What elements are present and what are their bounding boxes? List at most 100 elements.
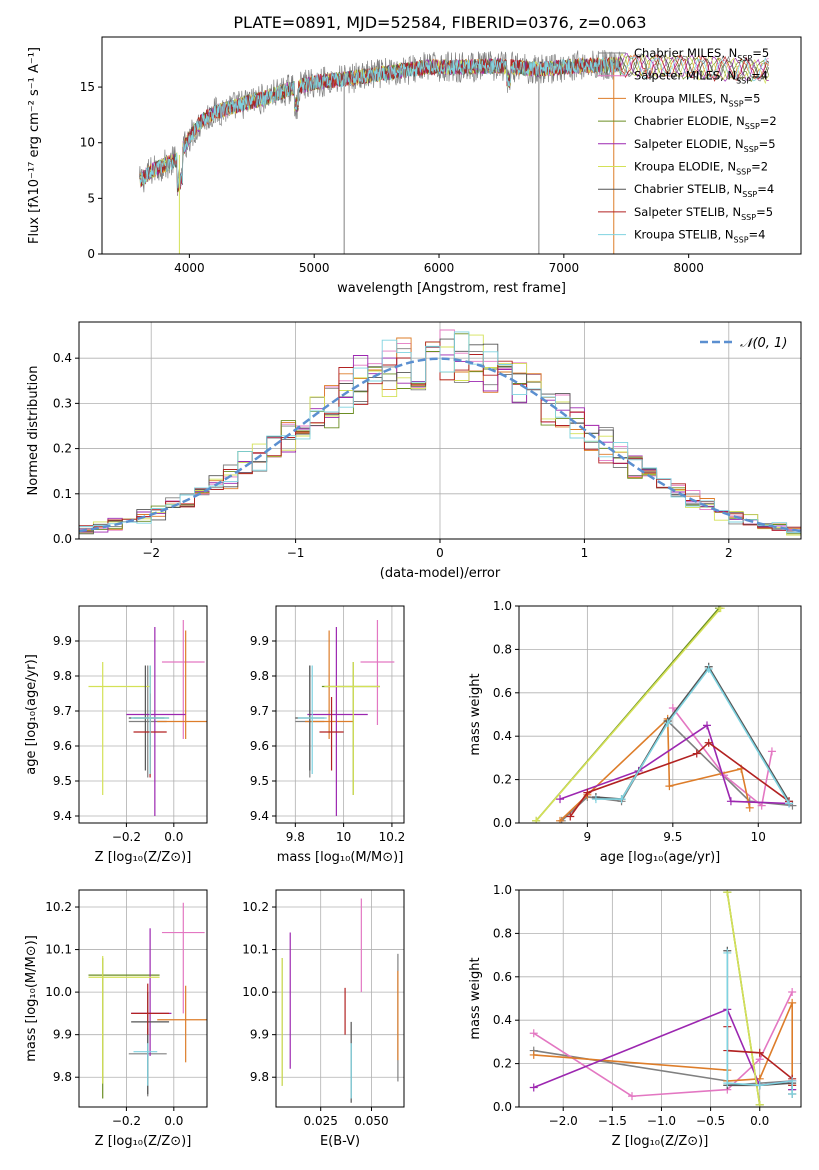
spectrum-line-8 <box>139 56 770 189</box>
weight_vs_Z-marker-1-0 <box>529 1029 538 1038</box>
legend-label-4: Salpeter ELODIE, NSSP=5 <box>634 137 776 154</box>
spectrum-plot-area <box>139 49 770 254</box>
legend-label-2: Kroupa MILES, NSSP=5 <box>634 91 760 108</box>
weight_vs_age-ytick-label: 0.6 <box>493 686 512 700</box>
weight_vs_Z-marker-2-0 <box>529 1050 538 1059</box>
mass_vs_EBV-xtick-label: 0.025 <box>304 1114 338 1128</box>
age_vs_mass-ytick-label: 9.9 <box>250 634 269 648</box>
age_vs_mass-point-7 <box>319 697 344 771</box>
age_vs_Z-ylabel: age [log₁₀(age/yr)] <box>24 654 39 775</box>
weight_vs_age-marker-2-3 <box>665 782 674 791</box>
weight_vs_Z-plot-area <box>529 890 797 1107</box>
mass_vs_EBV-xtick-label: 0.050 <box>354 1114 388 1128</box>
mass_vs_EBV-panel: 0.025 0.050 9.8 9.9 10.0 10.1 10.2 E(B-V) <box>242 889 405 1149</box>
weight_vs_age-panel: 9 9.5 10 0.0 0.2 0.4 0.6 0.8 1.0 age [log₁₀(age/y… <box>468 599 802 865</box>
weight_vs_age-marker-7-2 <box>692 749 701 758</box>
mass_vs_Z-ytick-label: 10.2 <box>45 900 72 914</box>
legend-label-tail-4: =5 <box>759 137 776 151</box>
legend-label-8: Kroupa STELIB, NSSP=4 <box>634 228 765 245</box>
age_vs_mass-frame <box>275 605 405 824</box>
weight_vs_age-series-0 <box>557 717 797 823</box>
normal-curve <box>79 357 801 533</box>
mass_vs_Z-xtick-label: 0.0 <box>164 1114 183 1128</box>
weight_vs_age-xtick-label: 9 <box>584 830 592 844</box>
residuals-xtick-label: −2 <box>142 546 160 560</box>
weight_vs_age-ytick-label: 0.2 <box>493 773 512 787</box>
legend-label-0: Chabrier MILES, NSSP=5 <box>634 46 769 63</box>
weight_vs_Z-ylabel: mass weight <box>468 957 483 1039</box>
weight_vs_age-line-1 <box>672 707 773 808</box>
weight_vs_age-xtick-label: 9.5 <box>663 830 682 844</box>
age_vs_Z-xlabel: Z [log₁₀(Z/Z⊙)] <box>95 850 192 865</box>
spectrum-frame <box>101 36 802 255</box>
weight_vs_age-marker-5-0 <box>532 816 541 823</box>
weight_vs_age-marker-5-1 <box>716 606 725 613</box>
weight_vs_age-series-2 <box>556 714 754 823</box>
weight_vs_Z-ytick-label: 0.6 <box>493 970 512 984</box>
mass_vs_Z-xtick-label: −0.2 <box>112 1114 141 1128</box>
legend-item-0: Chabrier MILES, NSSP=5 <box>598 46 769 63</box>
legend-item-6: Chabrier STELIB, NSSP=4 <box>598 182 774 199</box>
weight_vs_Z-marker-1-4 <box>788 987 797 996</box>
weight_vs_age-ytick-label: 0.8 <box>493 642 512 656</box>
legend-item-7: Salpeter STELIB, NSSP=5 <box>598 205 773 222</box>
weight_vs_age-marker-7-0 <box>566 812 575 821</box>
residuals-ytick-label: 0.0 <box>53 532 72 546</box>
weight_vs_Z-line-2 <box>533 1002 793 1086</box>
weight_vs_Z-series-8 <box>723 948 797 1098</box>
weight_vs_Z-xtick-label: −2.0 <box>549 1114 578 1128</box>
age_vs_mass-xtick-label: 10 <box>336 830 351 844</box>
residuals-ylabel: Normed distribution <box>26 366 41 496</box>
weight_vs_age-marker-4-2 <box>703 721 711 730</box>
age_vs_mass-ytick-label: 9.8 <box>250 669 269 683</box>
legend-label-1: Salpeter MILES, NSSP=4 <box>634 69 768 86</box>
mass_vs_Z-point-1 <box>161 902 205 1014</box>
mass_vs_EBV-xlabel: E(B-V) <box>320 1134 360 1149</box>
age_vs_Z-ytick-label: 9.8 <box>53 669 72 683</box>
weight_vs_Z-marker-5-1 <box>755 1100 764 1107</box>
weight_vs_age-marker-8-2 <box>663 719 672 728</box>
weight_vs_Z-panel: −2.0 −1.5 −1.0 −0.5 0.0 0.0 0.2 0.4 0.6 0.8 1.0 Z [… <box>468 883 802 1149</box>
age_vs_Z-point-2 <box>157 630 207 739</box>
residual-legend: 𝒩(0, 1) <box>700 336 787 351</box>
residuals-ytick-label: 0.3 <box>53 396 72 410</box>
age_vs_Z-ytick-label: 9.5 <box>53 774 72 788</box>
weight_vs_Z-ytick-label: 0.2 <box>493 1057 512 1071</box>
residuals-panel: −2 −1 0 1 2 0.0 0.1 0.2 0.3 0.4 (data-model)/error… <box>26 321 802 581</box>
age_vs_mass-ytick-label: 9.7 <box>250 704 269 718</box>
weight_vs_age-line-4 <box>559 724 790 805</box>
weight_vs_age-plot-area <box>532 606 797 823</box>
weight_vs_Z-marker-4-0 <box>529 1083 538 1092</box>
weight_vs_Z-xtick-label: −0.5 <box>696 1114 725 1128</box>
legend-label-main-3: Chabrier ELODIE, N <box>634 114 745 128</box>
legend-label-sub-6: SSP <box>742 190 757 199</box>
legend-label-sub-0: SSP <box>737 54 752 63</box>
weight_vs_age-marker-4-0 <box>556 795 565 804</box>
weight_vs_Z-frame <box>518 889 802 1108</box>
age_vs_mass-ytick-label: 9.5 <box>250 774 269 788</box>
weight_vs_Z-marker-8-1 <box>723 1079 732 1088</box>
spectrum-ytick-label: 0 <box>87 247 95 261</box>
weight_vs_Z-marker-1-1 <box>627 1092 636 1101</box>
weight_vs_Z-marker-8-0 <box>723 948 732 957</box>
age_vs_Z-point-8 <box>131 665 170 774</box>
mass_vs_EBV-ytick-label: 9.9 <box>250 1028 269 1042</box>
legend-label-tail-1: =4 <box>751 69 768 83</box>
age_vs_mass-point-4 <box>307 627 368 816</box>
legend-label-sub-1: SSP <box>736 77 751 86</box>
legend-label-sub-3: SSP <box>745 122 760 131</box>
weight_vs_age-xlabel: age [log₁₀(age/yr)] <box>600 850 721 865</box>
age_vs_Z-ytick-label: 9.6 <box>53 739 72 753</box>
legend-label-main-5: Kroupa ELODIE, N <box>634 160 736 174</box>
age_vs_Z-point-1 <box>161 620 205 739</box>
mass_vs_EBV-ytick-label: 9.8 <box>250 1070 269 1084</box>
legend-item-8: Kroupa STELIB, NSSP=4 <box>598 228 765 245</box>
weight_vs_age-series-5 <box>532 606 725 823</box>
legend-item-1: Salpeter MILES, NSSP=4 <box>598 69 768 86</box>
mass_vs_Z-plot-area <box>88 902 207 1099</box>
weight_vs_age-ylabel: mass weight <box>468 673 483 755</box>
age_vs_mass-point-5 <box>324 662 380 795</box>
legend-label-main-1: Salpeter MILES, N <box>634 69 736 83</box>
weight_vs_Z-marker-2-4 <box>788 998 797 1007</box>
